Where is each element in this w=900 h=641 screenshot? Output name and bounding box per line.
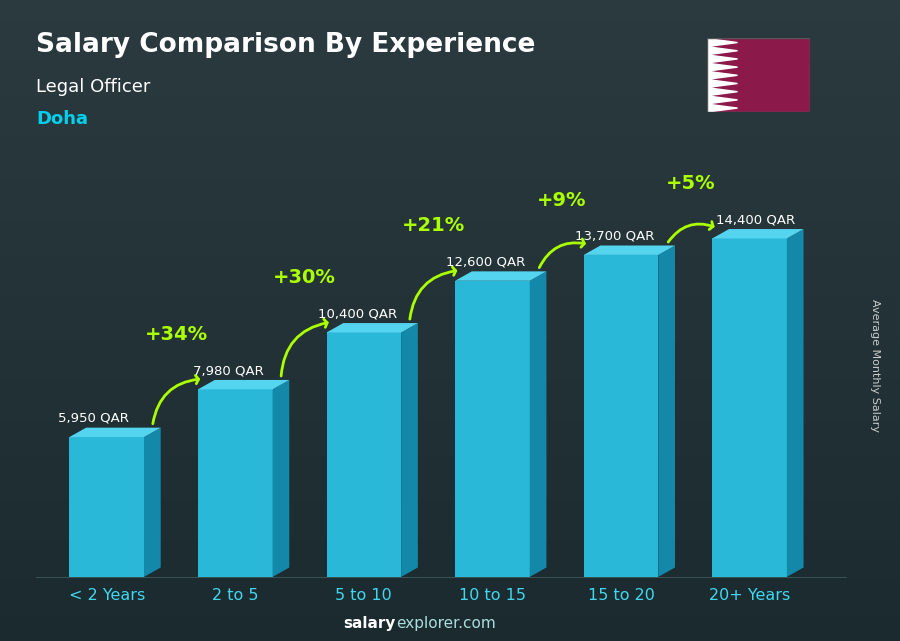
Polygon shape — [584, 246, 675, 255]
Text: +9%: +9% — [537, 190, 587, 210]
Polygon shape — [706, 38, 737, 112]
Polygon shape — [401, 323, 418, 577]
Text: +21%: +21% — [401, 217, 464, 235]
Text: salary: salary — [344, 617, 396, 631]
Polygon shape — [712, 229, 804, 238]
Polygon shape — [658, 246, 675, 577]
Polygon shape — [273, 380, 289, 577]
Polygon shape — [144, 428, 161, 577]
Text: 10,400 QAR: 10,400 QAR — [318, 307, 397, 320]
Text: Salary Comparison By Experience: Salary Comparison By Experience — [36, 31, 536, 58]
Polygon shape — [712, 238, 787, 577]
Polygon shape — [455, 281, 530, 577]
Polygon shape — [327, 333, 401, 577]
Text: 5,950 QAR: 5,950 QAR — [58, 412, 130, 425]
Polygon shape — [327, 323, 418, 333]
Text: Average Monthly Salary: Average Monthly Salary — [870, 299, 880, 432]
Polygon shape — [198, 380, 289, 389]
Polygon shape — [530, 271, 546, 577]
Text: 14,400 QAR: 14,400 QAR — [716, 213, 796, 226]
Text: +5%: +5% — [665, 174, 716, 193]
Polygon shape — [584, 255, 658, 577]
Text: Doha: Doha — [36, 110, 88, 128]
Polygon shape — [455, 271, 546, 281]
Text: 12,600 QAR: 12,600 QAR — [446, 256, 526, 269]
Text: +30%: +30% — [273, 268, 336, 287]
Text: 7,980 QAR: 7,980 QAR — [194, 364, 265, 377]
Text: +34%: +34% — [145, 325, 208, 344]
Polygon shape — [787, 229, 804, 577]
Text: 13,700 QAR: 13,700 QAR — [575, 229, 654, 243]
Polygon shape — [69, 428, 161, 437]
Polygon shape — [69, 437, 144, 577]
Text: explorer.com: explorer.com — [396, 617, 496, 631]
Text: Legal Officer: Legal Officer — [36, 78, 150, 96]
Polygon shape — [198, 389, 273, 577]
